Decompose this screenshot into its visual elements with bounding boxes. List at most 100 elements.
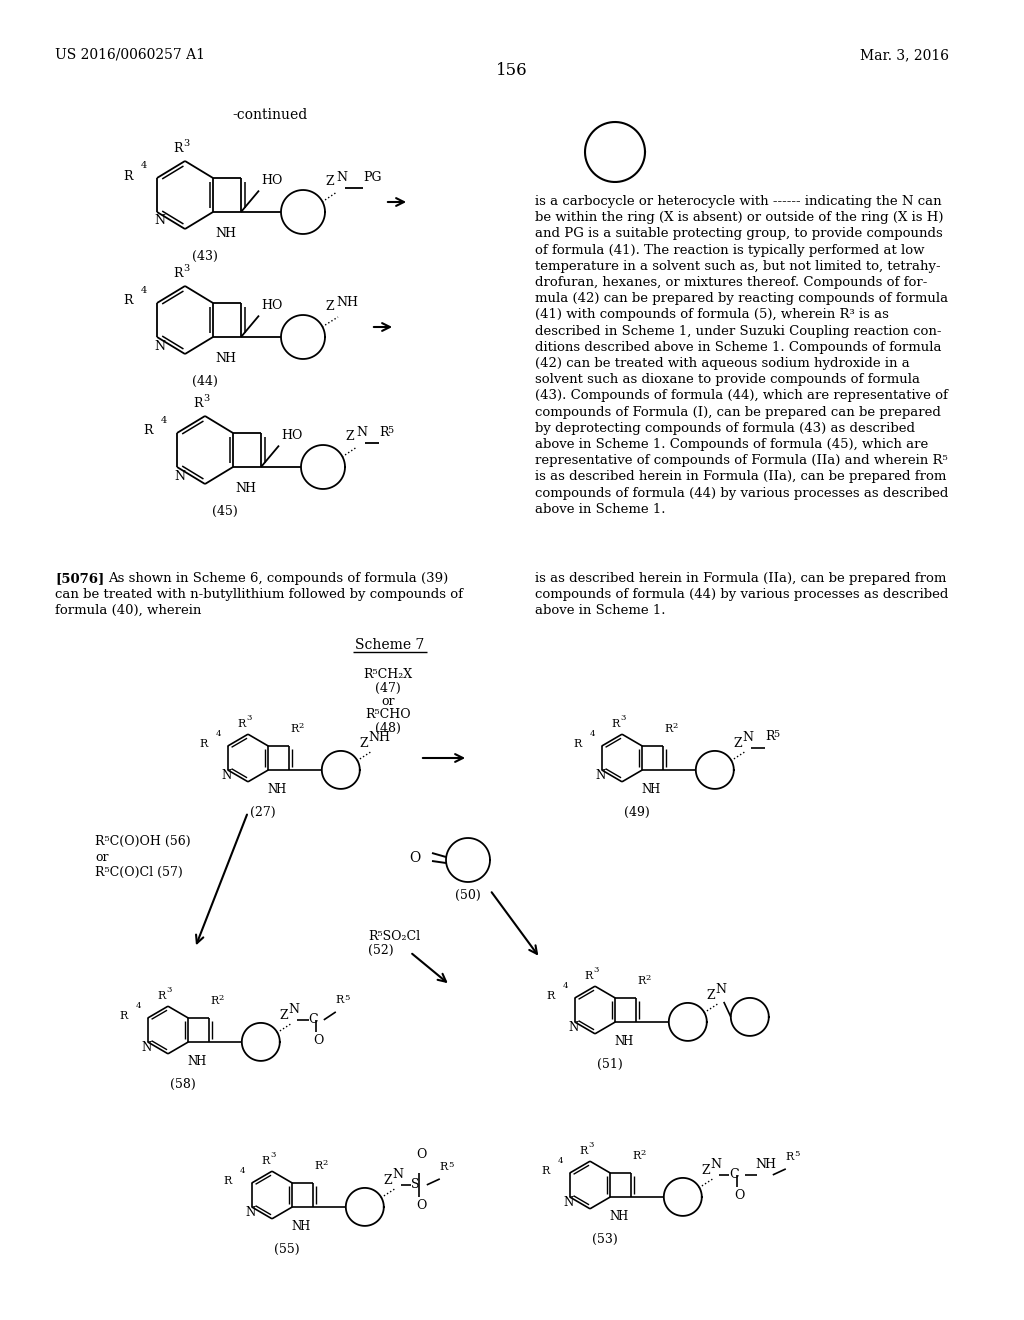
Text: O: O [734,1189,744,1203]
Text: solvent such as dioxane to provide compounds of formula: solvent such as dioxane to provide compo… [535,374,920,387]
Text: and PG is a suitable protecting group, to provide compounds: and PG is a suitable protecting group, t… [535,227,943,240]
Text: N: N [336,172,347,183]
Text: (48): (48) [375,722,401,735]
Text: R: R [223,1176,231,1187]
Text: As shown in Scheme 6, compounds of formula (39): As shown in Scheme 6, compounds of formu… [108,572,449,585]
Text: Z: Z [345,430,353,444]
Text: H: H [617,1210,628,1222]
Text: R: R [580,1146,588,1156]
Text: R⁵CHO: R⁵CHO [366,708,411,721]
Text: R: R [291,725,299,734]
Text: R: R [547,991,555,1001]
Text: R: R [314,1162,323,1171]
Text: described in Scheme 1, under Suzuki Coupling reaction con-: described in Scheme 1, under Suzuki Coup… [535,325,941,338]
Text: 3: 3 [593,966,598,974]
Text: by deprotecting compounds of formula (43) as described: by deprotecting compounds of formula (43… [535,422,915,434]
Text: (52): (52) [368,944,393,957]
Text: R: R [124,294,133,308]
Text: (55): (55) [274,1243,300,1257]
Polygon shape [281,315,325,359]
Text: N: N [609,1210,620,1222]
Text: 5: 5 [344,994,349,1002]
Text: N: N [267,783,278,796]
Text: Z: Z [707,989,716,1002]
Text: R⁵C(O)Cl (57): R⁵C(O)Cl (57) [95,866,182,879]
Text: 2: 2 [299,722,304,730]
Text: 156: 156 [497,62,527,79]
Text: R⁵CH₂X: R⁵CH₂X [364,668,413,681]
Text: 4: 4 [558,1158,563,1166]
Text: N: N [236,482,247,495]
Text: HO: HO [261,298,283,312]
Text: Mar. 3, 2016: Mar. 3, 2016 [860,48,949,62]
Text: 5: 5 [794,1150,799,1158]
Text: H: H [224,352,236,366]
Text: C: C [729,1168,738,1181]
Text: 4: 4 [141,161,147,170]
Text: 5: 5 [773,730,779,739]
Text: H: H [623,1035,633,1048]
Text: N: N [289,1003,300,1016]
Text: HO: HO [261,173,283,186]
Text: N: N [174,470,185,483]
Polygon shape [446,838,490,882]
Text: 3: 3 [203,393,209,403]
Text: R: R [633,1151,641,1162]
Text: Z: Z [701,1164,711,1177]
Text: C: C [308,1014,317,1027]
Text: N: N [215,227,226,240]
Text: 3: 3 [183,264,189,273]
Polygon shape [301,445,345,488]
Text: is as described herein in Formula (IIa), can be prepared from: is as described herein in Formula (IIa),… [535,470,946,483]
Text: [5076]: [5076] [55,572,104,585]
Text: 2: 2 [646,974,651,982]
Text: R: R [238,719,246,729]
Text: or: or [381,696,394,708]
Text: N: N [742,731,754,744]
Text: S: S [411,1179,419,1192]
Text: O: O [312,1034,324,1047]
Text: (41) with compounds of formula (5), wherein R³ is as: (41) with compounds of formula (5), wher… [535,309,889,321]
Text: or: or [95,851,109,865]
Text: N: N [596,770,606,783]
Text: 3: 3 [588,1142,593,1150]
Text: N: N [292,1220,302,1233]
Text: R: R [638,975,646,986]
Polygon shape [669,1003,707,1041]
Text: H: H [275,783,286,796]
Text: compounds of formula (44) by various processes as described: compounds of formula (44) by various pro… [535,587,948,601]
Text: Scheme 7: Scheme 7 [355,638,425,652]
Text: N: N [564,1196,574,1209]
Text: 4: 4 [135,1002,141,1010]
Text: 4: 4 [240,1167,245,1175]
Text: compounds of formula (44) by various processes as described: compounds of formula (44) by various pro… [535,487,948,499]
Text: H: H [649,783,659,796]
Text: Z: Z [384,1173,392,1187]
Text: 3: 3 [246,714,251,722]
Text: Z: Z [734,737,742,750]
Text: US 2016/0060257 A1: US 2016/0060257 A1 [55,48,205,62]
Text: R: R [200,739,208,750]
Polygon shape [346,1188,384,1226]
Text: R: R [120,1011,128,1022]
Text: PG: PG [362,172,382,183]
Text: (43): (43) [193,249,218,263]
Text: H: H [224,227,236,240]
Text: O: O [410,851,421,865]
Text: N: N [614,1035,625,1048]
Text: 3: 3 [620,714,626,722]
Text: 5: 5 [447,1160,454,1170]
Text: 4: 4 [590,730,595,738]
Text: 4: 4 [562,982,568,990]
Text: compounds of Formula (I), can be prepared can be prepared: compounds of Formula (I), can be prepare… [535,405,941,418]
Text: 2: 2 [323,1159,328,1167]
Text: NH: NH [369,731,391,744]
Text: above in Scheme 1.: above in Scheme 1. [535,605,666,616]
Text: H: H [764,1158,775,1171]
Text: R: R [542,1166,550,1176]
Text: R: R [665,725,673,734]
Text: N: N [215,352,226,366]
Polygon shape [731,998,769,1036]
Text: R⁵SO₂Cl: R⁵SO₂Cl [368,931,420,942]
Text: (43). Compounds of formula (44), which are representative of: (43). Compounds of formula (44), which a… [535,389,948,403]
